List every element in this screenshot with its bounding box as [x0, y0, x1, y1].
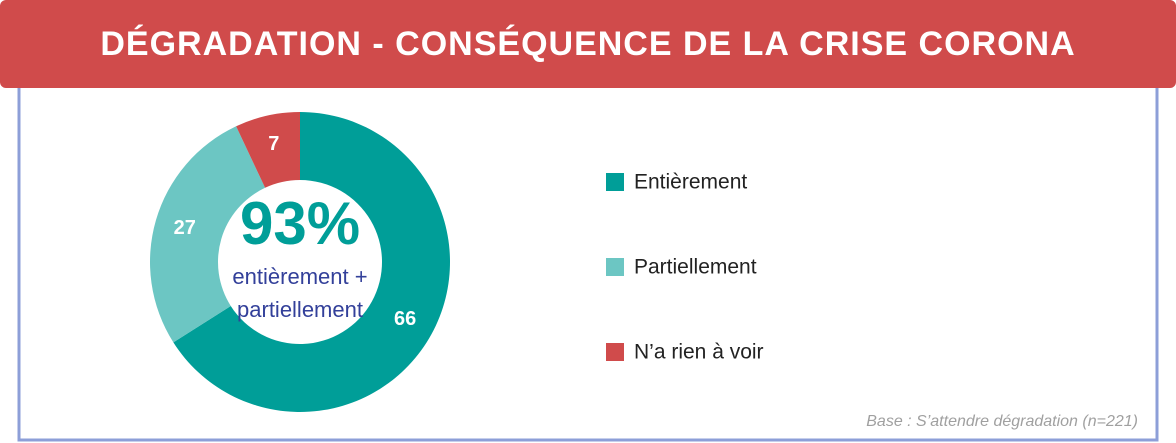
data-label: 7	[268, 133, 279, 155]
title-bar	[0, 0, 1176, 88]
chart-title: DÉGRADATION - CONSÉQUENCE DE LA CRISE CO…	[100, 25, 1075, 63]
legend-swatch	[606, 343, 624, 361]
legend-label: Partiellement	[634, 256, 757, 279]
center-text: partiellement	[237, 297, 363, 322]
center-value: 93%	[240, 190, 360, 257]
wedge	[236, 112, 300, 188]
legend-label: Entièrement	[634, 171, 747, 194]
legend-swatch	[606, 173, 624, 191]
data-label: 27	[174, 217, 196, 239]
wedge	[149, 126, 266, 343]
data-label: 66	[394, 308, 416, 330]
legend-label: N’a rien à voir	[634, 341, 764, 364]
legend-swatch	[606, 258, 624, 276]
note: Base : S’attendre dégradation (n=221)	[866, 413, 1138, 430]
center-text: entièrement +	[232, 264, 367, 289]
wedge	[173, 112, 450, 412]
